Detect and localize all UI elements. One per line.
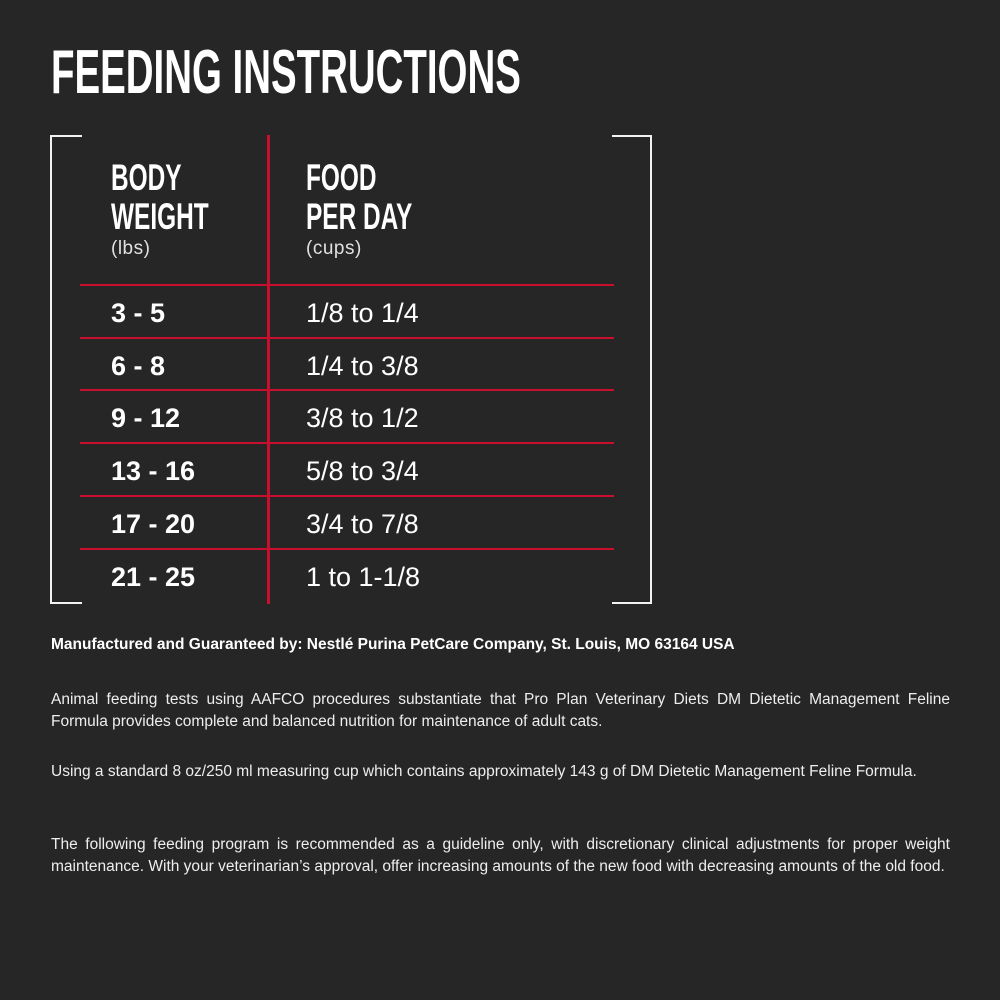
header-line: PER DAY [306, 196, 413, 237]
cell-weight: 9 - 12 [111, 403, 181, 433]
cell-food: 1/4 to 3/8 [306, 351, 419, 381]
row-divider [80, 284, 614, 286]
cell-weight: 3 - 5 [111, 298, 166, 328]
paragraph: Animal feeding tests using AAFCO procedu… [51, 691, 950, 730]
manufacturer-text: Manufactured and Guaranteed by: Nestlé P… [51, 636, 735, 653]
cell-food: 1/8 to 1/4 [306, 298, 419, 328]
cell-food: 3/8 to 1/2 [306, 403, 419, 433]
row-divider [80, 389, 614, 391]
header-line: FOOD [306, 157, 377, 198]
header-body-weight: BODY WEIGHT [111, 158, 209, 236]
row-divider [80, 495, 614, 497]
cell-weight: 17 - 20 [111, 509, 196, 539]
cell-food: 5/8 to 3/4 [306, 456, 419, 486]
cell-food: 3/4 to 7/8 [306, 509, 419, 539]
paragraph: Using a standard 8 oz/250 ml measuring c… [51, 763, 917, 780]
row-divider [80, 442, 614, 444]
cell-weight: 21 - 25 [111, 562, 196, 592]
header-line: BODY [111, 157, 182, 198]
header-food-per-day: FOOD PER DAY [306, 158, 412, 236]
unit-lbs: (lbs) [111, 238, 151, 259]
unit-cups: (cups) [306, 238, 362, 259]
row-divider [80, 337, 614, 339]
page-title: FEEDING INSTRUCTIONS [51, 38, 521, 107]
cell-food: 1 to 1-1/8 [306, 562, 421, 592]
column-divider [267, 135, 270, 604]
right-bracket [612, 135, 652, 604]
left-bracket [50, 135, 82, 604]
row-divider [80, 548, 614, 550]
header-line: WEIGHT [111, 196, 209, 237]
paragraph: The following feeding program is recomme… [51, 836, 950, 875]
cell-weight: 6 - 8 [111, 351, 166, 381]
cell-weight: 13 - 16 [111, 456, 196, 486]
